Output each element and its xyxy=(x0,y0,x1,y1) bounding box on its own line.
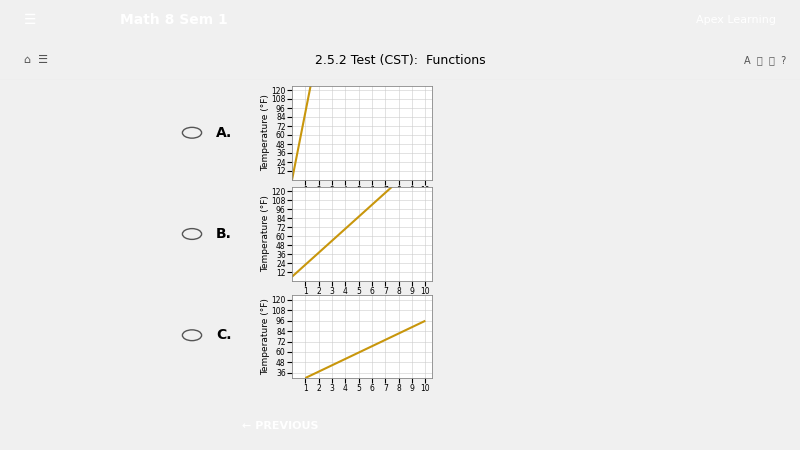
Text: ⌂  ☰: ⌂ ☰ xyxy=(24,55,48,65)
Text: A.: A. xyxy=(216,126,232,140)
Text: 2.5.2 Test (CST):  Functions: 2.5.2 Test (CST): Functions xyxy=(314,54,486,67)
Text: C.: C. xyxy=(216,328,231,342)
Text: A  👤  🖨  ?: A 👤 🖨 ? xyxy=(744,55,786,65)
Text: B.: B. xyxy=(216,227,232,241)
X-axis label: Time (minutes): Time (minutes) xyxy=(328,299,396,308)
Y-axis label: Temperature (°F): Temperature (°F) xyxy=(261,298,270,375)
X-axis label: Time (minutes): Time (minutes) xyxy=(328,198,396,207)
Text: ← PREVIOUS: ← PREVIOUS xyxy=(242,421,318,432)
Y-axis label: Temperature (°F): Temperature (°F) xyxy=(261,196,270,272)
Text: ☰: ☰ xyxy=(24,13,37,27)
Text: Math 8 Sem 1: Math 8 Sem 1 xyxy=(120,13,228,27)
Y-axis label: Temperature (°F): Temperature (°F) xyxy=(261,94,270,171)
Text: Apex Learning: Apex Learning xyxy=(696,15,776,25)
